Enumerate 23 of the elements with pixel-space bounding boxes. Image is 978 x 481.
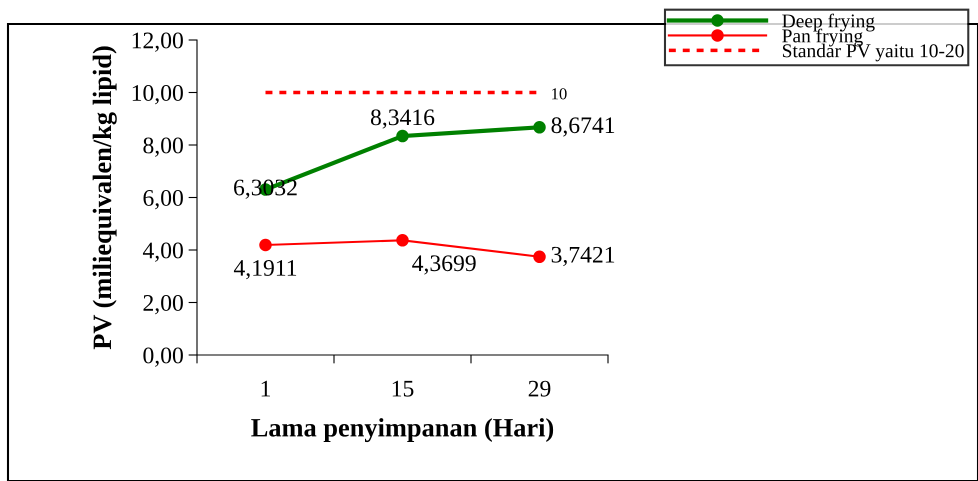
x-tick-label: 15 xyxy=(392,380,414,397)
y-tick-label: 2,00 xyxy=(144,294,183,314)
y-tick-label: 10,00 xyxy=(132,84,183,104)
data-label: 4,3699 xyxy=(412,255,476,275)
x-axis-title: Lama penyimpanan (Hari) xyxy=(251,418,554,442)
data-label: 4,1911 xyxy=(234,260,296,280)
y-tick-label: 8,00 xyxy=(143,137,183,157)
data-label: 8,6741 xyxy=(552,117,614,137)
data-label: 8,3416 xyxy=(370,109,434,129)
point xyxy=(533,121,546,134)
y-tick-label: 0,00 xyxy=(143,347,183,367)
x-tick-label: 1 xyxy=(262,380,270,396)
point xyxy=(396,234,409,247)
y-axis-title: PV (miliequivalen/kg lipid) xyxy=(92,46,117,350)
y-tick-label: 12,00 xyxy=(132,32,183,52)
data-label: 3,7421 xyxy=(552,246,614,266)
point xyxy=(533,250,546,264)
data-label: 10 xyxy=(552,88,567,100)
point xyxy=(259,238,272,252)
point xyxy=(396,130,409,142)
y-tick-label: 4,00 xyxy=(142,242,183,262)
x-tick-label: 29 xyxy=(528,380,550,397)
y-tick-label: 6,00 xyxy=(144,190,183,210)
